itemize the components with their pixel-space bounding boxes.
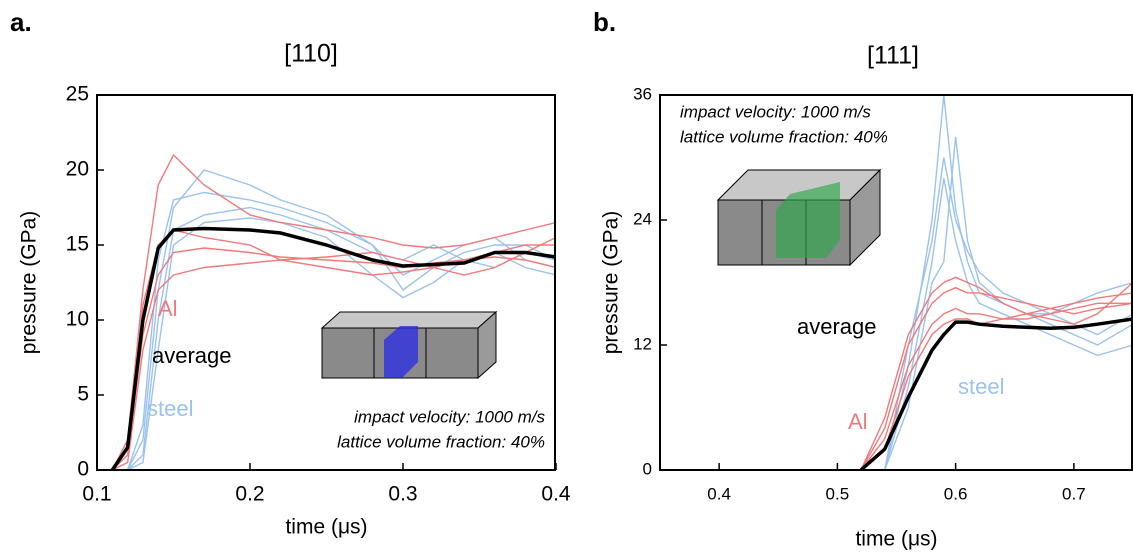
y-tick-label: 5 xyxy=(77,383,89,406)
run-line xyxy=(884,178,1133,470)
x-tick-label: 0.7 xyxy=(1062,484,1086,503)
x-axis-label: time (μs) xyxy=(285,516,367,539)
run-line xyxy=(860,302,1133,470)
average-line xyxy=(859,317,1133,470)
panel-label: a. xyxy=(10,7,32,37)
run-line xyxy=(112,206,556,470)
x-tick-label: 0.4 xyxy=(707,484,731,503)
annotation: impact velocity: 1000 m/s xyxy=(354,407,545,426)
series-label: Al xyxy=(848,409,868,434)
run-line xyxy=(860,276,1133,470)
inset-b xyxy=(716,168,882,267)
y-tick-label: 24 xyxy=(633,209,652,228)
average-line xyxy=(110,226,556,470)
y-tick-label: 12 xyxy=(633,334,652,353)
y-tick-label: 10 xyxy=(66,308,89,331)
chart-title: [110] xyxy=(284,40,338,68)
x-tick-label: 0.5 xyxy=(826,484,850,503)
annotation: impact velocity: 1000 m/s xyxy=(680,102,871,121)
plot-frame xyxy=(96,94,556,471)
y-tick-label: 25 xyxy=(66,83,89,106)
series-label: steel xyxy=(958,374,1004,399)
y-tick-label: 15 xyxy=(66,233,89,256)
panel-label: b. xyxy=(593,7,616,37)
annotation: lattice volume fraction: 40% xyxy=(337,432,545,451)
run-line xyxy=(884,136,1133,470)
run-line xyxy=(112,169,556,470)
y-axis-label: pressure (GPa) xyxy=(18,211,41,355)
series-label: average xyxy=(152,343,232,368)
x-tick-label: 0.4 xyxy=(541,483,571,506)
y-tick-label: 36 xyxy=(633,84,652,103)
chart-title: [111] xyxy=(867,42,919,70)
annotation: lattice volume fraction: 40% xyxy=(680,127,888,146)
inset-a xyxy=(320,310,498,380)
series-label: average xyxy=(797,314,877,339)
y-tick-label: 0 xyxy=(77,458,89,481)
y-axis-label: pressure (GPa) xyxy=(600,211,623,355)
y-tick-label: 20 xyxy=(66,158,89,181)
plot-frame xyxy=(659,94,1133,471)
series-label: steel xyxy=(147,396,193,421)
x-tick-label: 0.2 xyxy=(235,483,264,506)
x-tick-label: 0.1 xyxy=(82,483,111,506)
series-label: Al xyxy=(158,296,178,321)
run-line xyxy=(860,286,1133,470)
x-axis-label: time (μs) xyxy=(855,528,937,551)
run-line xyxy=(111,153,556,470)
x-tick-label: 0.6 xyxy=(944,484,968,503)
x-tick-label: 0.3 xyxy=(388,483,417,506)
y-tick-label: 0 xyxy=(643,459,652,478)
run-line xyxy=(111,236,556,470)
